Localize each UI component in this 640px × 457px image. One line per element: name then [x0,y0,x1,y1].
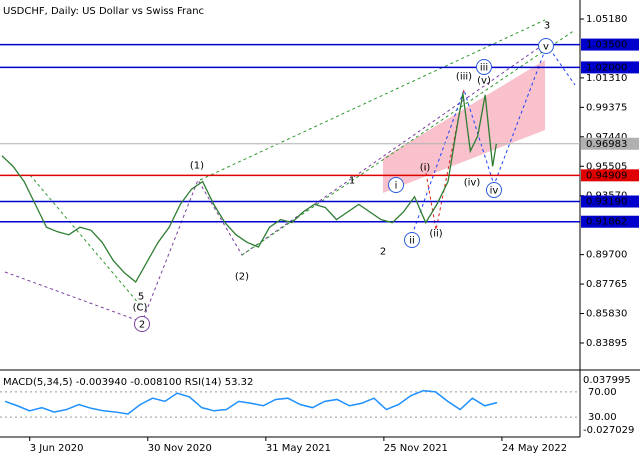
wave-label: (i) [420,163,431,174]
indicator-scale-label: -0.027029 [583,425,634,436]
wave-label: i [395,181,398,192]
wave-circle [476,59,492,75]
indicator-title: MACD(5,34,5) -0.003940 -0.008100 RSI(14)… [3,377,253,388]
y-tick-label: 0.89700 [586,250,627,261]
wave-circle [388,177,404,193]
price-line [1,93,497,284]
y-tick-label: 0.99375 [586,102,627,113]
wave-label: ii [409,236,415,247]
level-label: 0.93190 [586,197,627,208]
wave-label: (iii) [456,72,472,83]
level-label-box [581,137,639,150]
indicator-tick-label: 30.00 [588,412,617,423]
level-label: 0.91862 [586,217,627,228]
y-tick-label: 1.01310 [586,73,627,84]
chart-title: USDCHF, Daily: US Dollar vs Swiss Franc [3,6,204,17]
wave-circle [486,182,502,198]
indicator-scale-label: 0.037995 [583,375,631,386]
channel-zone [383,60,545,193]
rsi-line [4,389,498,415]
wave-label: (2) [235,272,249,283]
level-label-box [581,61,639,74]
wave-label: 2 [380,247,386,258]
x-tick-label: 30 Nov 2020 [148,443,212,454]
level-label: 0.94909 [586,170,627,181]
wave-label: 1 [349,176,355,187]
wave-circle [404,232,420,248]
wave-label: (v) [477,76,491,87]
indicator-tick-label: 70.00 [588,387,617,398]
wave-label: iii [480,63,488,74]
wave-label: (1) [190,161,204,172]
wave-circle [538,38,554,54]
wave-label: 3 [544,21,550,32]
x-tick-label: 3 Jun 2020 [30,443,84,454]
y-tick-label: 0.85830 [586,309,627,320]
wave-circle [134,316,150,332]
y-tick-label: 0.83895 [586,338,627,349]
level-label-box [581,215,639,228]
y-tick-label: 0.87765 [586,279,627,290]
level-label-box [581,169,639,182]
level-label-box [581,195,639,208]
wave-label: (C) [133,303,148,314]
level-label: 1.02000 [586,62,627,73]
x-tick-label: 24 May 2022 [502,443,567,454]
wave-label: 5 [138,292,144,303]
wave-label: 2 [139,320,145,331]
y-tick-label: 1.05180 [586,14,627,25]
wave-label: (iv) [464,178,481,189]
x-tick-label: 31 May 2021 [266,443,331,454]
level-label: 1.03500 [586,40,627,51]
wave-label: v [543,42,549,53]
y-tick-label: 0.95505 [586,161,627,172]
wave-label: iv [490,186,499,197]
wave-label: (ii) [429,229,442,240]
y-tick-label: 0.97440 [586,132,627,143]
level-label-box [581,38,639,51]
level-label: 0.96983 [586,139,627,150]
x-tick-label: 25 Nov 2021 [384,443,448,454]
